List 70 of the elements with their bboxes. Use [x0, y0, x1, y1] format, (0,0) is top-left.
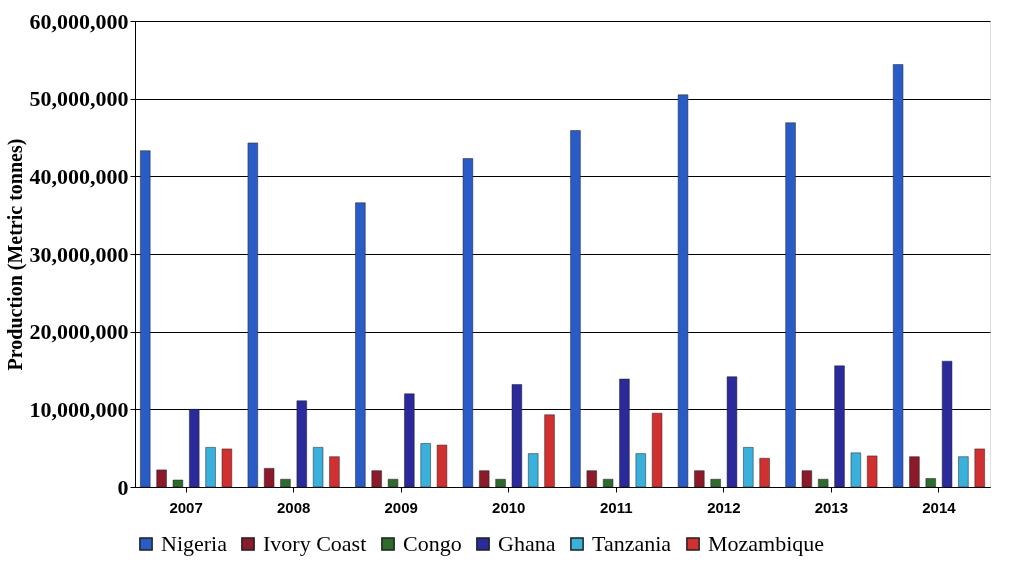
bar: [941, 360, 953, 488]
y-tick-label: 60,000,000: [29, 8, 129, 34]
y-tick-label: 0: [117, 474, 129, 500]
bar: [495, 478, 506, 488]
x-tick-label: 2010: [492, 498, 526, 516]
y-tick-label: 20,000,000: [29, 319, 129, 345]
legend-label: Ghana: [498, 531, 556, 556]
bar: [221, 448, 233, 488]
bar: [205, 447, 216, 488]
bar: [635, 453, 646, 488]
bar: [974, 448, 985, 488]
bar: [140, 150, 151, 488]
bar: [909, 456, 920, 488]
bar: [801, 470, 813, 488]
bar: [710, 478, 721, 488]
bar: [355, 202, 366, 488]
bar: [651, 412, 663, 488]
bar: [371, 470, 382, 488]
bar: [189, 409, 200, 488]
bar: [602, 478, 614, 488]
legend-label: Nigeria: [161, 531, 228, 556]
bar: [867, 455, 878, 488]
x-tick-label: 2009: [384, 498, 418, 516]
bar: [420, 443, 431, 488]
bar: [280, 478, 291, 488]
bar: [570, 130, 581, 488]
bar: [247, 142, 258, 488]
y-tick-label: 40,000,000: [29, 163, 129, 189]
bar: [544, 414, 555, 488]
bar: [759, 458, 770, 488]
bar: [743, 447, 754, 488]
y-tick-label: 10,000,000: [29, 396, 129, 422]
bar: [834, 365, 845, 488]
bar: [296, 400, 307, 488]
bar: [172, 479, 184, 488]
bar: [818, 478, 829, 488]
y-axis-title: Production (Metric tonnes): [3, 138, 27, 371]
legend-label: Mozambique: [708, 531, 825, 556]
bar: [677, 94, 689, 488]
legend-label: Congo: [403, 531, 462, 556]
bar: [850, 452, 861, 488]
bar: [694, 470, 705, 488]
y-tick-label: 50,000,000: [29, 86, 129, 112]
x-tick-label: 2012: [707, 498, 741, 516]
bar: [387, 478, 399, 488]
bar: [462, 158, 474, 488]
bar: [264, 468, 275, 488]
bar: [925, 478, 936, 488]
x-tick-label: 2014: [922, 498, 957, 516]
bar: [619, 378, 630, 488]
bar: [726, 376, 738, 488]
bar: [586, 470, 597, 488]
bar: [479, 470, 490, 488]
bar: [329, 456, 340, 488]
x-tick-label: 2007: [169, 498, 203, 516]
x-tick-label: 2013: [814, 498, 849, 516]
bar: [404, 393, 415, 488]
legend-label: Tanzania: [592, 531, 672, 556]
legend-label: Ivory Coast: [263, 531, 367, 556]
bar: [892, 64, 904, 488]
x-tick-label: 2008: [276, 498, 311, 516]
bar: [312, 447, 324, 488]
y-tick-label: 30,000,000: [29, 241, 129, 267]
bar: [528, 453, 539, 488]
bar: [785, 122, 796, 488]
bar: [958, 456, 969, 488]
bar: [511, 384, 523, 488]
bar: [436, 444, 448, 488]
x-tick-label: 2011: [600, 498, 633, 516]
bar: [156, 469, 167, 488]
